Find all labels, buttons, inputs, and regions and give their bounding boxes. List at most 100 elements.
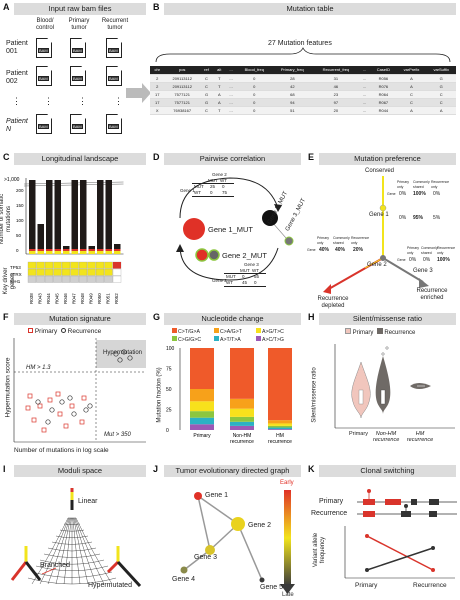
recurrence-point (113, 351, 119, 357)
y-tick: 100 (166, 346, 175, 352)
stack-segment (230, 425, 254, 430)
y-tick: 25 (166, 408, 172, 414)
y-tick: 150 (16, 203, 24, 208)
x-tick: Non-HM (233, 433, 252, 439)
sample-label: R051 (106, 293, 111, 304)
column-header: ... (359, 66, 371, 75)
bar-segment (88, 251, 95, 254)
heat-cell (36, 275, 45, 283)
gene-label: IDH1 (10, 279, 21, 284)
sample-label: R052 (114, 293, 119, 304)
table-cell: ... (359, 98, 371, 107)
recurrence-point (35, 399, 41, 405)
table-cell: R056 (370, 74, 397, 83)
bar-segment (63, 251, 70, 254)
recurrence-point (45, 419, 51, 425)
correlation-diagram (176, 177, 294, 281)
primary-point (81, 395, 87, 401)
heat-cell (27, 268, 37, 276)
table-cell: 7577121 (164, 90, 200, 99)
table-cell: T (213, 106, 226, 115)
column-header: pos (164, 66, 200, 75)
y-tick: 75 (166, 367, 172, 373)
panel-f: F Mutation signature Primary Recurrence … (0, 310, 150, 460)
mut-threshold-label: Mut > 350 (104, 432, 131, 438)
column-header: Primary_freq (271, 66, 313, 75)
table-cell: C (199, 106, 214, 115)
bar-segment (97, 249, 104, 251)
heat-cell (53, 261, 62, 269)
node-gene2-large (262, 210, 278, 226)
legend-item: A>C/T>G (256, 336, 298, 344)
stack-segment (230, 348, 254, 399)
panel-letter: D (153, 152, 160, 162)
table-cell: R067 (370, 98, 397, 107)
panel-letter: B (153, 2, 160, 12)
table-cell: T (213, 82, 226, 91)
panel-title: Longitudinal landscape (14, 153, 146, 165)
vertical-ellipsis: ⋮ (12, 96, 21, 106)
recurrence-point (59, 399, 65, 405)
bar-R047 (71, 180, 78, 254)
primary-point (69, 403, 75, 409)
table-cell: 209113112 (164, 74, 200, 83)
bar-R051 (105, 180, 112, 254)
panel-title: Tumor evolutionary directed graph (164, 465, 301, 477)
bam-file-icon: BAM (70, 66, 86, 86)
table-cell: ... (225, 74, 237, 83)
panel-title: Silent/missense ratio (319, 313, 456, 325)
linear-label: Linear (78, 498, 98, 505)
panel-k: K Clonal switching Primary Recurrence Va… (305, 462, 460, 600)
column-header: varSuffix (426, 66, 456, 75)
panel-letter: H (308, 312, 315, 322)
node-gene2-alt (208, 249, 220, 261)
directed-graph (180, 490, 295, 594)
node-gene4 (180, 566, 188, 574)
primary-point (57, 411, 63, 417)
table-row: 2 209113112 C T... 0 42 46... R076 A G (150, 82, 456, 91)
bam-file-icon: BAM (36, 114, 52, 134)
table-cell: X (150, 106, 165, 115)
mesh-line (31, 517, 69, 585)
table-cell: 51 (271, 106, 313, 115)
table-cell: 94 (271, 98, 313, 107)
heat-cell (87, 268, 96, 276)
y-axis-label: Hypermutation score (4, 357, 12, 418)
gene3-label: Gene 3 (413, 268, 433, 274)
panel-title: Mutation preference (319, 153, 456, 165)
table-cell: ... (359, 106, 371, 115)
panel-e: E Mutation preference Conserved Gene 1 G… (305, 150, 460, 310)
sample-label: R049 (89, 293, 94, 304)
hm-threshold-label: HM > 1.3 (26, 365, 51, 371)
heat-cell (95, 268, 105, 276)
table-cell: C (396, 98, 427, 107)
mesh-line (75, 517, 113, 585)
heat-cell (70, 261, 79, 269)
x-tick: Primary (355, 582, 378, 589)
panel-title: Pairwise correlation (164, 153, 301, 165)
node-gene3 (205, 545, 215, 555)
table-cell: C (396, 90, 427, 99)
heat-cell (70, 275, 79, 283)
table-cell: 0 (236, 82, 272, 91)
hypermutated-label: Hypermutated (88, 582, 132, 589)
table-cell: 7577121 (164, 98, 200, 107)
legend-item: A>T/T>A (214, 336, 256, 344)
bam-file-icon: BAM (106, 66, 122, 86)
panel-g: G Nucleotide change C>T/G>A C>A/G>T A>G/T>… (150, 310, 305, 460)
table-cell: 2 (150, 82, 165, 91)
x-tick: Primary (349, 431, 368, 437)
table-cell: 0 (236, 74, 272, 83)
table-cell: C (199, 74, 214, 83)
stack-segment (190, 417, 214, 425)
mesh-line (72, 517, 81, 585)
file-label: BAM (38, 124, 49, 129)
panel-a: A Input raw bam files Blood/ control Pri… (0, 0, 150, 148)
table-cell: A (396, 82, 427, 91)
col-header-primary: Primary tumor (68, 18, 90, 31)
table-cell: 68 (271, 90, 313, 99)
recurrence-point (49, 407, 55, 413)
enriched-label: Recurrence enriched (416, 288, 448, 301)
early-label: Early (280, 480, 294, 486)
